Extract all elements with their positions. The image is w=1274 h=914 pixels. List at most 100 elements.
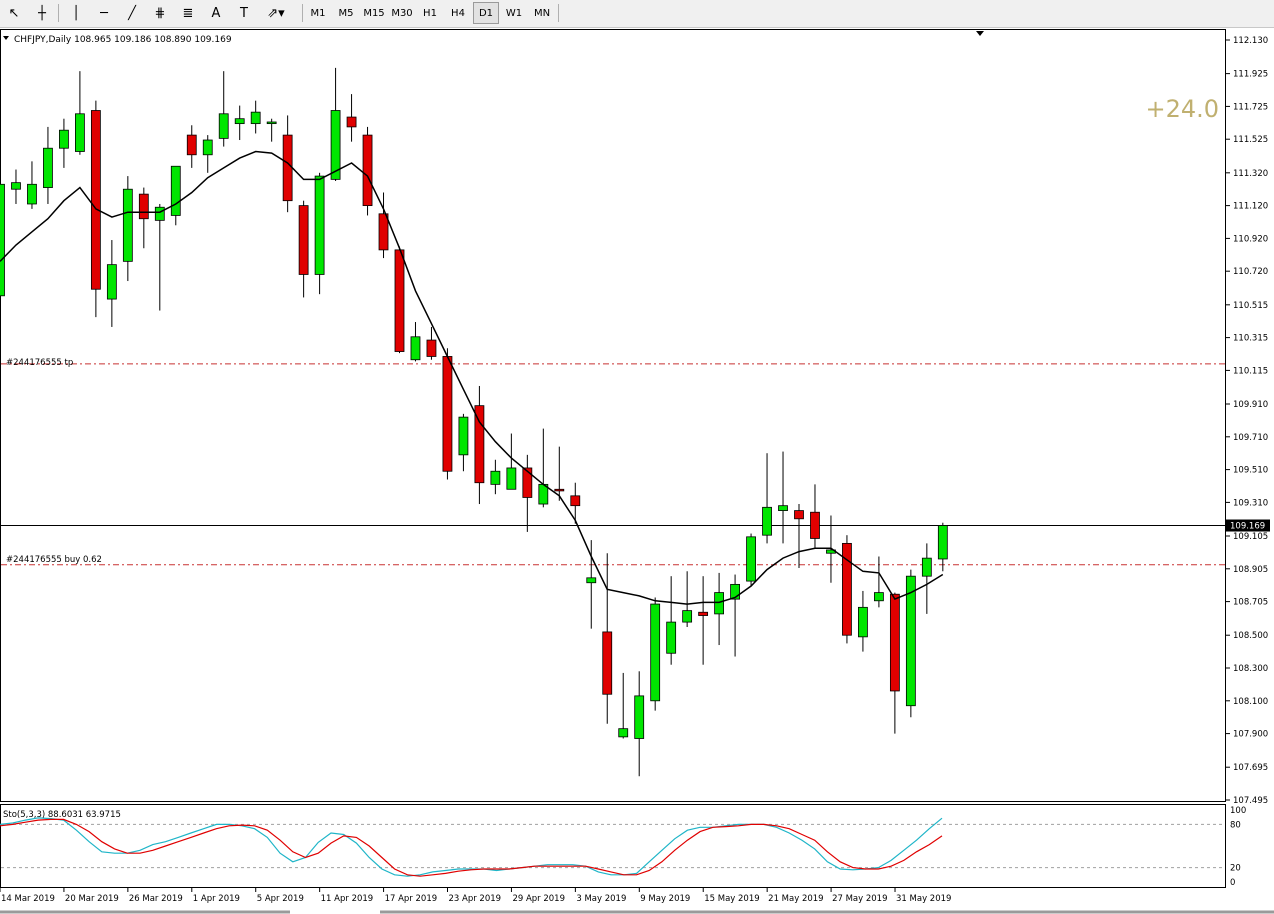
candle xyxy=(170,165,181,226)
vertical-line-icon[interactable]: │ xyxy=(72,5,80,21)
timeframe-m5-button[interactable]: M5 xyxy=(338,7,354,19)
stochastic-indicator: 100 80 20 0 xyxy=(0,806,1246,888)
candle xyxy=(474,385,485,505)
bull-candle-body xyxy=(170,165,181,216)
price-tick-label: 108.705 xyxy=(1233,598,1268,608)
timeframe-h4-button[interactable]: H4 xyxy=(451,7,465,19)
trendline-icon[interactable]: ╱ xyxy=(128,5,136,21)
bull-candle-body xyxy=(937,525,948,560)
price-tick-label: 109.310 xyxy=(1233,498,1268,508)
date-tick-label: 11 Apr 2019 xyxy=(321,894,374,904)
toolbar-separator xyxy=(302,4,303,22)
candle xyxy=(250,100,261,134)
bear-candle-body xyxy=(362,134,373,207)
candle xyxy=(234,105,245,141)
timeframe-m1-button[interactable]: M1 xyxy=(310,7,326,19)
horizontal-line-icon[interactable]: ─ xyxy=(100,5,108,21)
bear-candle-body xyxy=(90,110,101,290)
candle xyxy=(602,553,613,724)
text-icon[interactable]: A xyxy=(211,5,221,21)
bear-candle-body xyxy=(522,467,533,498)
price-tick-label: 109.710 xyxy=(1233,433,1268,443)
date-tick-label: 3 May 2019 xyxy=(576,894,626,904)
bull-candle-body xyxy=(506,467,517,490)
stochastic-signal-line xyxy=(0,818,943,877)
candle xyxy=(330,67,341,182)
candle xyxy=(186,125,197,168)
date-tick-label: 17 Apr 2019 xyxy=(385,894,438,904)
candle xyxy=(554,446,565,501)
candle xyxy=(43,126,53,204)
candle xyxy=(698,576,709,665)
price-tick-label: 108.905 xyxy=(1233,565,1268,575)
timeframe-m30-button[interactable]: M30 xyxy=(391,7,413,19)
crosshair-icon[interactable]: ┼ xyxy=(38,5,46,21)
chart-shift-marker-icon[interactable] xyxy=(976,31,984,36)
profit-overlay: +24.0 xyxy=(1145,95,1219,123)
cursor-icon[interactable]: ↖ xyxy=(8,5,20,21)
candle xyxy=(378,192,389,259)
candle xyxy=(905,569,916,718)
candle xyxy=(778,451,788,544)
entry-line-label: #244176555 buy 0.62 xyxy=(6,555,102,565)
timeframe-m15-button[interactable]: M15 xyxy=(363,7,385,19)
bull-candle-body xyxy=(874,592,884,602)
candle xyxy=(122,176,133,282)
bear-candle-body xyxy=(426,339,437,357)
price-tick-label: 111.320 xyxy=(1233,169,1268,179)
timeframe-mn-button[interactable]: MN xyxy=(533,7,551,19)
price-tick-label: 108.300 xyxy=(1233,664,1268,674)
bull-candle-body xyxy=(43,147,53,188)
candle xyxy=(458,413,469,472)
stochastic-label: Sto(5,3,3) 88.6031 63.9715 xyxy=(3,810,121,820)
candle xyxy=(570,482,581,524)
price-tick-label: 107.695 xyxy=(1233,763,1268,773)
date-tick-label: 14 Mar 2019 xyxy=(1,894,55,904)
timeframe-d1-button[interactable]: D1 xyxy=(473,2,499,24)
candle xyxy=(634,671,645,777)
bear-candle-body xyxy=(602,631,613,695)
bull-candle-body xyxy=(746,536,756,582)
fibonacci-icon[interactable]: ≣ xyxy=(182,5,194,21)
bull-candle-body xyxy=(0,183,5,297)
timeframe-h1-button[interactable]: H1 xyxy=(423,7,437,19)
bull-candle-body xyxy=(154,206,165,221)
toolbar-separator xyxy=(58,4,59,22)
chart-background xyxy=(0,28,1274,914)
price-tick-label: 108.100 xyxy=(1233,697,1268,707)
stochastic-level-label: 100 xyxy=(1230,806,1246,816)
candle xyxy=(346,94,357,142)
candle xyxy=(11,169,21,204)
bull-candle-body xyxy=(202,139,213,156)
price-tick-label: 108.500 xyxy=(1233,631,1268,641)
bull-candle-body xyxy=(650,603,661,702)
arrows-icon[interactable]: ⇗▾ xyxy=(267,5,285,21)
equidistant-channel-icon[interactable]: ⋕ xyxy=(154,5,166,21)
price-tick-label: 111.925 xyxy=(1233,70,1268,80)
main-chart-frame xyxy=(0,29,1226,802)
candle xyxy=(810,484,820,549)
stochastic-level-label: 80 xyxy=(1230,820,1241,830)
bear-candle-body xyxy=(394,249,405,352)
bear-candle-body xyxy=(442,356,453,472)
bull-candle-body xyxy=(714,592,724,615)
candle xyxy=(314,172,325,295)
date-tick-label: 20 Mar 2019 xyxy=(65,894,119,904)
date-tick-label: 21 May 2019 xyxy=(768,894,823,904)
candle xyxy=(27,161,37,209)
bull-candle-body xyxy=(921,557,932,577)
price-tick-label: 110.315 xyxy=(1233,334,1268,344)
candle xyxy=(762,453,772,544)
candle xyxy=(650,597,661,711)
date-tick-label: 15 May 2019 xyxy=(704,894,759,904)
symbol-dropdown-icon[interactable] xyxy=(3,36,9,40)
text-label-icon[interactable]: T xyxy=(240,5,248,21)
candle xyxy=(714,572,724,646)
candle xyxy=(0,177,5,304)
bull-candle-body xyxy=(27,183,37,205)
bull-candle-body xyxy=(666,621,677,654)
timeframe-w1-button[interactable]: W1 xyxy=(505,7,523,19)
bull-candle-body xyxy=(858,606,868,638)
candle xyxy=(522,454,533,532)
bull-candle-body xyxy=(234,118,245,125)
